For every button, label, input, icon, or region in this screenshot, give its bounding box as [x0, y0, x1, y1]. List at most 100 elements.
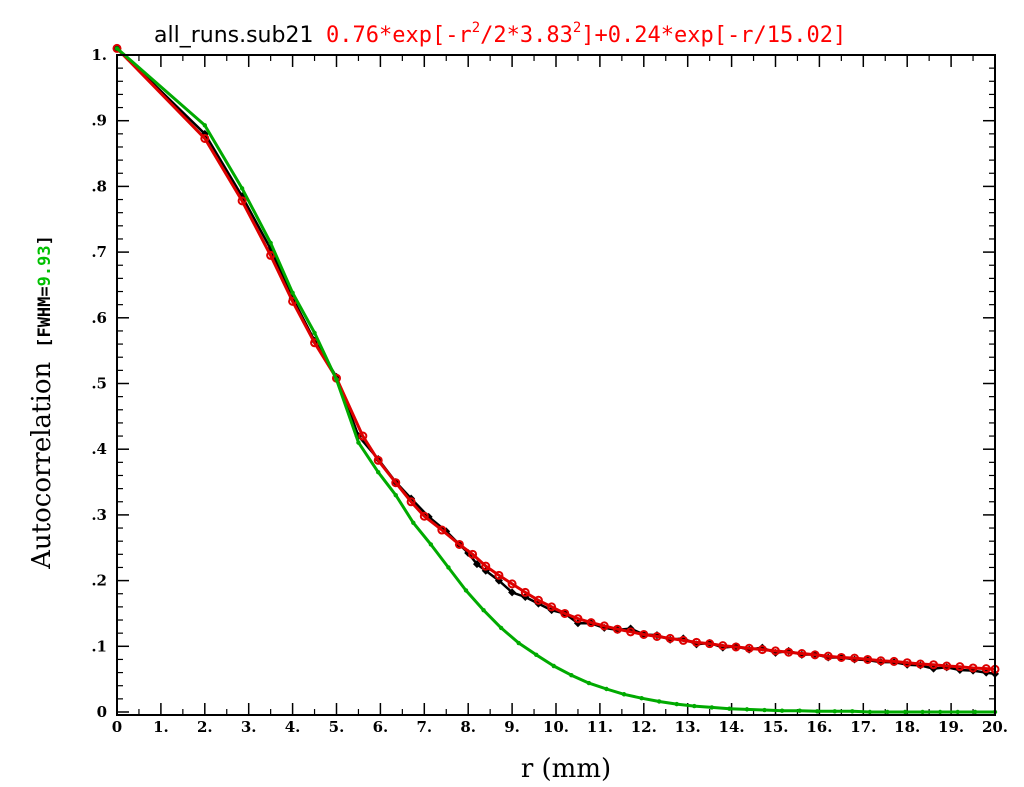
series-layer: [112, 43, 1000, 715]
x-tick-label: 15.: [762, 718, 788, 736]
y-tick-label: .8: [91, 177, 107, 195]
fit-series-line: [115, 47, 996, 671]
fit-point: [419, 511, 429, 521]
fit-point: [850, 653, 860, 663]
gaussian-point: [586, 680, 592, 686]
gaussian-point: [376, 469, 381, 475]
x-tick-label: 17.: [850, 718, 876, 736]
gaussian-point: [727, 706, 732, 711]
data-series-line: [116, 47, 996, 676]
fwhm-close: ]: [35, 235, 55, 245]
fit-point: [612, 624, 622, 634]
gaussian-point: [973, 709, 978, 715]
fit-point: [718, 641, 728, 651]
fit-point: [639, 629, 649, 639]
gaussian-point: [779, 708, 785, 713]
fit-point: [200, 133, 210, 143]
fit-point: [494, 570, 504, 580]
gaussian-point: [656, 699, 662, 704]
y-tick-label: .6: [91, 309, 107, 327]
x-axis-label: r (mm): [521, 754, 611, 784]
fit-point: [481, 561, 491, 571]
fit-point: [573, 614, 583, 624]
gaussian-point: [481, 607, 486, 613]
y-tick-label: .7: [91, 243, 107, 261]
gaussian-point: [534, 652, 539, 658]
x-tick-label: 8.: [460, 718, 476, 736]
gaussian-point: [744, 707, 750, 712]
gaussian-point: [569, 673, 574, 678]
fit-point: [560, 608, 570, 618]
y-tick-label: .5: [91, 375, 107, 393]
fit-point: [266, 250, 276, 260]
gaussian-point: [674, 701, 679, 707]
fit-point: [678, 635, 688, 645]
gaussian-point: [446, 565, 451, 570]
gaussian-point: [762, 707, 767, 713]
x-tick-label: 10.: [543, 718, 569, 736]
gaussian-point: [797, 708, 802, 713]
x-tick-label: 16.: [806, 718, 832, 736]
fit-part-3: ]+0.24*exp[-r/15.02]: [581, 23, 846, 48]
fit-point: [757, 645, 767, 655]
fit-point: [586, 618, 596, 628]
chart-title-fit: 0.76*exp[-r2/2*3.832]+0.24*exp[-r/15.02]: [326, 20, 846, 48]
gaussian-point: [920, 709, 925, 715]
fit-sup-2: 2: [573, 20, 581, 36]
fit-point: [955, 662, 965, 672]
gaussian-point: [114, 46, 120, 51]
x-tick-label: 6.: [373, 718, 389, 736]
plot-frame: [116, 54, 996, 716]
fit-point: [863, 654, 873, 664]
fit-point: [731, 642, 741, 652]
gaussian-point: [516, 640, 521, 646]
gaussian-point: [867, 709, 873, 715]
x-tick-label: 4.: [285, 718, 301, 736]
fit-point: [915, 659, 925, 669]
gaussian-point: [498, 625, 504, 631]
y-tick-label: .3: [91, 506, 107, 524]
gaussian-point: [268, 240, 273, 246]
fit-point: [942, 661, 952, 671]
fit-point: [665, 633, 675, 643]
fit-point: [902, 658, 912, 668]
x-tick-label: 7.: [416, 718, 432, 736]
gaussian-point: [621, 692, 627, 697]
x-tick-label: 20.: [982, 718, 1008, 736]
x-tick-label: 9.: [504, 718, 520, 736]
x-tick-label: 19.: [938, 718, 964, 736]
x-tick-label: 0: [112, 718, 122, 736]
y-tick-label: 0: [97, 703, 107, 721]
fit-point: [981, 664, 991, 674]
y-tick-label: .9: [91, 112, 107, 130]
gaussian-point: [312, 330, 317, 336]
gaussian-point: [937, 709, 943, 715]
fit-point: [373, 455, 383, 465]
fit-point: [437, 525, 447, 535]
fwhm-value: 9.93: [35, 245, 55, 286]
gaussian-point: [411, 520, 416, 525]
gaussian-point: [239, 186, 245, 191]
fit-point: [705, 639, 715, 649]
gaussian-point: [202, 123, 207, 128]
fit-part-2: /2*3.83: [480, 23, 573, 48]
x-tick-label: 14.: [719, 718, 745, 736]
fit-point: [626, 627, 636, 637]
gaussian-point: [334, 377, 339, 382]
fwhm-open: [FWHM=: [35, 286, 55, 347]
fit-point: [391, 478, 401, 488]
gaussian-point: [832, 709, 837, 714]
fit-point: [507, 579, 517, 589]
gaussian-point: [639, 696, 644, 701]
x-tick-label: 18.: [894, 718, 920, 736]
fit-part-1: 0.76*exp[-r: [326, 23, 472, 48]
x-tick-label: 2.: [197, 718, 213, 736]
fit-point: [784, 647, 794, 657]
data-point: [508, 588, 517, 597]
fit-point: [454, 539, 464, 549]
fit-point: [599, 621, 609, 631]
gaussian-point: [428, 542, 434, 547]
gaussian-point: [356, 440, 361, 445]
gaussian-point: [551, 663, 557, 669]
fit-point: [112, 43, 122, 53]
